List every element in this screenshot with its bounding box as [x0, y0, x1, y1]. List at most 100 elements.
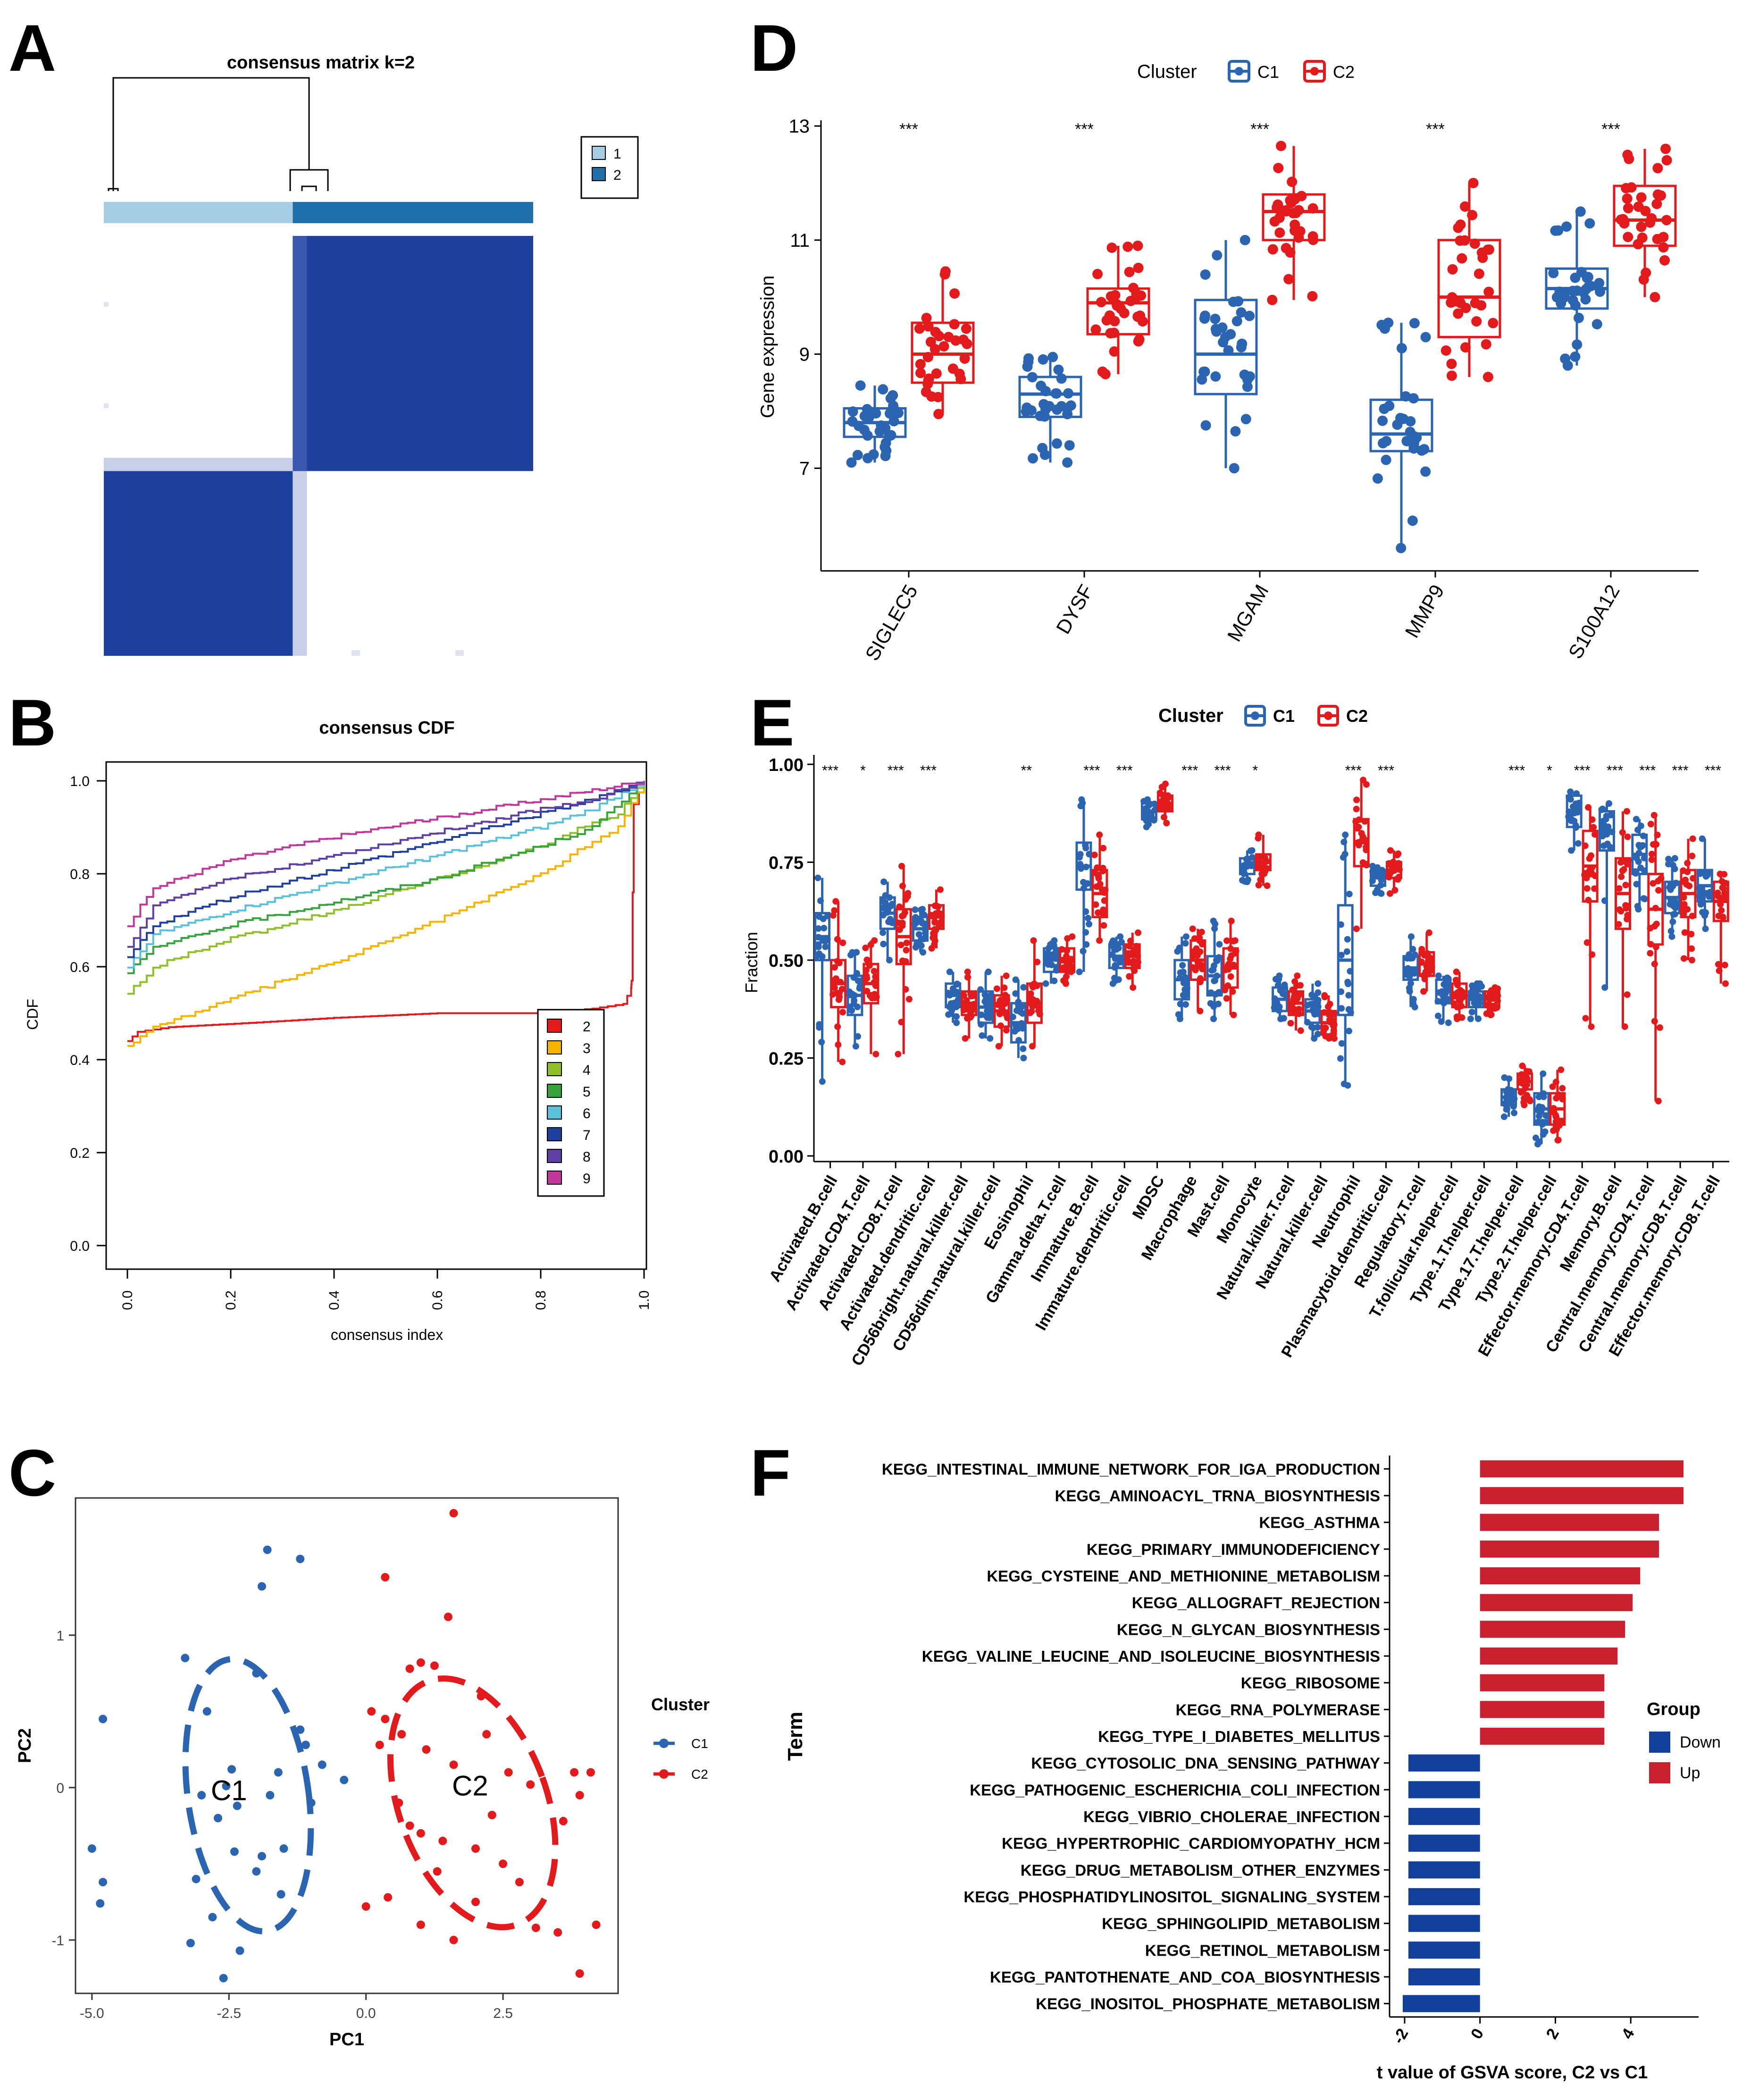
legend-box: [580, 136, 639, 199]
y-axis-label: Term: [784, 1712, 807, 1761]
panel-letter-d: D: [750, 11, 798, 85]
data-point: [1287, 176, 1298, 187]
confidence-ellipse-c1: [182, 1656, 314, 1934]
data-point: [1337, 1055, 1344, 1062]
data-point: [1003, 1027, 1010, 1034]
data-point: [867, 407, 878, 418]
data-point: [1591, 319, 1602, 330]
data-point: [1230, 1012, 1237, 1019]
significance-label: **: [1021, 763, 1032, 778]
data-point: [1637, 232, 1648, 243]
data-point: [1109, 346, 1120, 357]
data-point: [979, 1032, 986, 1039]
data-point: [838, 986, 846, 993]
data-point: [1230, 426, 1241, 437]
data-point: [1721, 893, 1728, 900]
data-point: [1419, 444, 1430, 455]
scatter-point-c2: [477, 1692, 486, 1700]
data-point: [1212, 250, 1223, 261]
data-point: [881, 445, 892, 456]
cluster-label: C1: [211, 1774, 247, 1806]
data-point: [1702, 873, 1709, 880]
data-point: [1481, 339, 1491, 350]
data-point: [1030, 937, 1037, 944]
legend-label: Up: [1680, 1764, 1700, 1782]
data-point: [1210, 371, 1221, 382]
data-point: [1573, 800, 1580, 807]
legend-label: 7: [583, 1128, 591, 1143]
data-point: [935, 909, 942, 916]
data-point: [995, 1043, 1002, 1050]
data-point: [822, 943, 829, 950]
data-point: [1106, 243, 1117, 253]
data-point: [1026, 405, 1037, 416]
y-tick-label: 1: [56, 1628, 64, 1644]
y-tick-label: KEGG_PRIMARY_IMMUNODEFICIENCY: [1087, 1540, 1380, 1558]
data-point: [1580, 294, 1591, 305]
x-tick-label: 0.6: [430, 1290, 445, 1310]
data-point: [1467, 1015, 1474, 1022]
y-tick-label: KEGG_HYPERTROPHIC_CARDIOMYOPATHY_HCM: [1002, 1835, 1380, 1852]
data-point: [1051, 977, 1058, 984]
significance-label: ***: [1639, 763, 1656, 778]
data-point: [1342, 831, 1349, 838]
scatter-point-c1: [99, 1878, 108, 1887]
y-tick-label: 0.00: [769, 1147, 804, 1167]
data-point: [1340, 838, 1348, 845]
scatter-point-c2: [381, 1573, 390, 1581]
panel-a-title: consensus matrix k=2: [227, 53, 415, 73]
data-point: [863, 956, 871, 963]
y-axis-label: Fraction: [742, 932, 761, 993]
bar-up: [1480, 1460, 1684, 1478]
box-body: [1086, 287, 1150, 335]
y-tick-label: KEGG_AMINOACYL_TRNA_BIOSYNTHESIS: [1055, 1487, 1380, 1505]
data-point: [1476, 300, 1487, 311]
data-point: [1132, 240, 1143, 251]
data-point: [1684, 906, 1691, 913]
data-point: [1619, 867, 1626, 874]
data-point: [931, 941, 938, 948]
data-point: [1109, 316, 1120, 326]
significance-label: ***: [899, 120, 918, 138]
data-point: [1667, 928, 1675, 935]
data-point: [1175, 1011, 1182, 1018]
data-point: [1131, 288, 1142, 299]
scatter-point-c1: [222, 1782, 231, 1790]
y-tick-label: 0.4: [70, 1053, 90, 1068]
scatter-point-c1: [87, 1844, 96, 1853]
data-point: [1134, 334, 1145, 345]
data-point: [815, 941, 822, 948]
data-point: [1556, 298, 1566, 309]
data-point: [1325, 1011, 1332, 1018]
data-point: [931, 919, 938, 926]
data-point: [933, 392, 944, 402]
data-point: [1655, 887, 1662, 894]
data-point: [1080, 947, 1087, 954]
data-point: [1092, 268, 1103, 279]
data-point: [1623, 905, 1630, 912]
data-point: [1574, 840, 1582, 847]
data-point: [1435, 972, 1442, 979]
data-point: [1079, 800, 1086, 807]
data-point: [1060, 977, 1067, 984]
data-point: [896, 926, 903, 933]
data-point: [1314, 1024, 1321, 1031]
data-point: [1014, 1025, 1022, 1032]
data-point: [1561, 221, 1572, 232]
legend-swatch: [547, 1127, 562, 1141]
data-point: [1453, 308, 1464, 319]
data-point: [1229, 463, 1240, 474]
panel-letter-e: E: [750, 686, 794, 760]
data-point: [1308, 991, 1315, 998]
data-point: [886, 957, 893, 963]
bar-down: [1408, 1915, 1480, 1932]
data-point: [1197, 374, 1207, 385]
data-point: [1668, 933, 1675, 940]
y-tick-label: 13: [789, 116, 810, 137]
data-point: [1182, 940, 1189, 947]
x-tick-label: 0: [1467, 2025, 1487, 2042]
data-point: [1585, 804, 1592, 811]
data-point: [817, 897, 824, 904]
y-tick-label: 0.0: [70, 1238, 90, 1254]
data-point: [1214, 957, 1221, 964]
